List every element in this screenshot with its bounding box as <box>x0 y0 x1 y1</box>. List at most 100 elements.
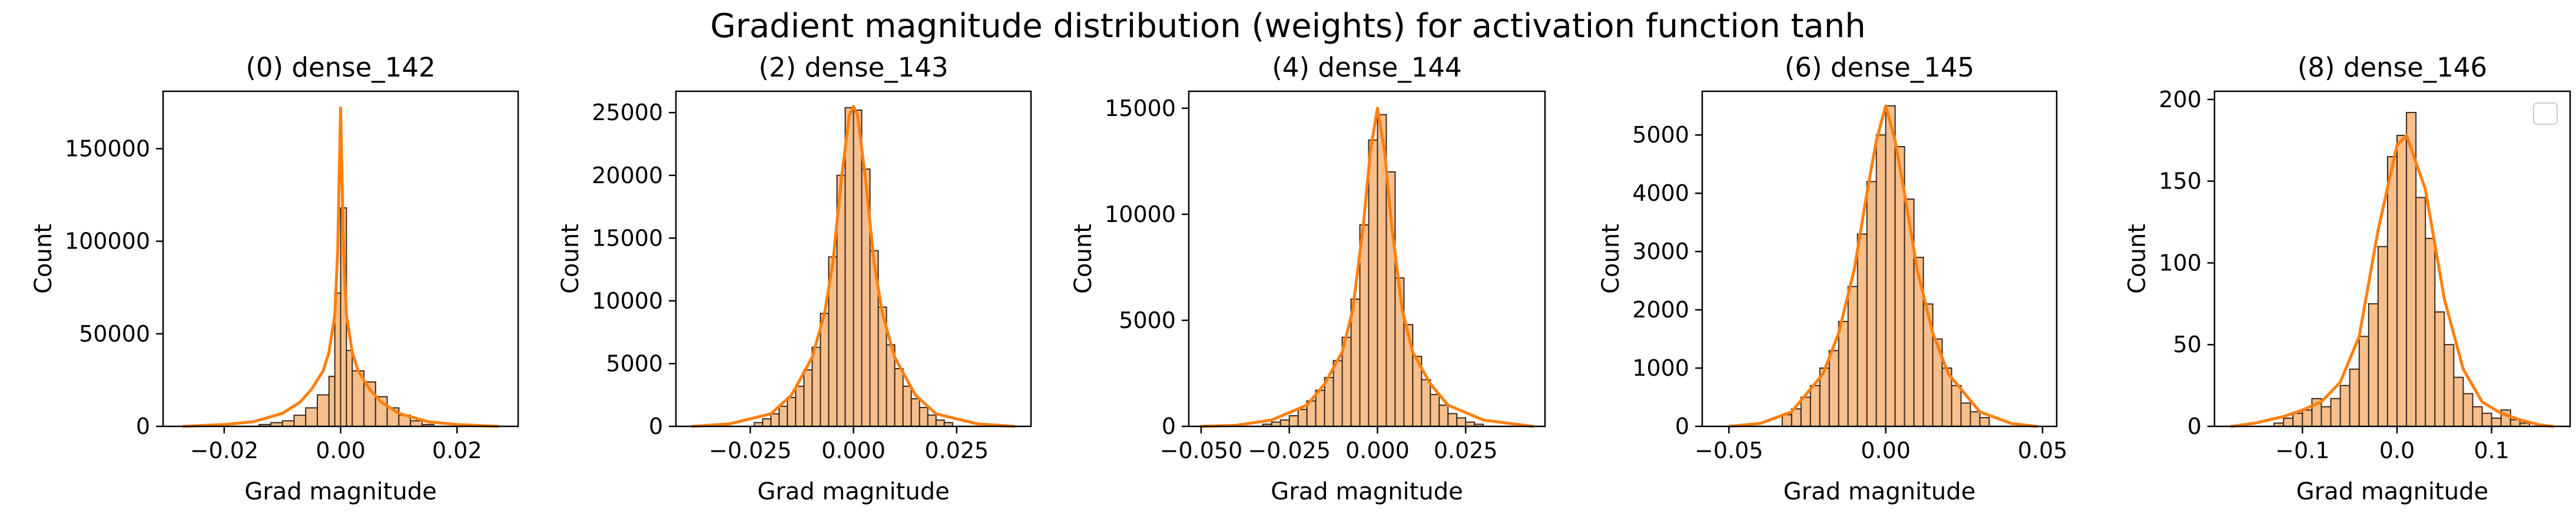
histogram-bar <box>844 107 854 427</box>
histogram-bar <box>2330 398 2341 427</box>
histogram-bar <box>2444 344 2455 427</box>
y-tick-label: 1000 <box>1632 355 1689 381</box>
histogram-bar <box>927 414 937 428</box>
histogram-bar <box>281 420 295 428</box>
histogram-bar <box>1359 224 1370 427</box>
y-tick-label: 20000 <box>592 163 663 188</box>
histogram-bar <box>1315 389 1325 428</box>
histogram-bar <box>2302 409 2313 427</box>
histogram-bar <box>902 385 912 427</box>
histogram-bar <box>2481 412 2492 427</box>
histogram-bar <box>1332 360 1343 427</box>
histogram-bar <box>2472 406 2483 428</box>
histogram-bar <box>305 407 318 427</box>
histogram-bar <box>795 385 805 427</box>
x-tick-label: 0.1 <box>2474 438 2509 463</box>
y-tick-label: 4000 <box>1632 180 1689 206</box>
x-tick-label: 0.00 <box>316 438 366 463</box>
histogram-bar <box>1421 379 1431 428</box>
y-tick-label: 2000 <box>1632 297 1689 323</box>
y-tick-label: 10000 <box>1105 201 1176 227</box>
histogram-bar <box>410 420 423 428</box>
y-tick-label: 5000 <box>1632 122 1689 148</box>
y-tick-label: 0 <box>1675 413 1689 439</box>
histogram-bar <box>762 418 772 428</box>
histogram-bar <box>1979 417 1990 427</box>
y-tick-label: 5000 <box>606 350 663 376</box>
y-tick-label: 100000 <box>65 228 150 254</box>
histogram-bar <box>1828 350 1839 427</box>
subplot-2: −0.050 −0.025 0.000 0.025 0 5000 10000 15000 (4)… <box>1070 52 1546 505</box>
histogram-bar <box>346 350 353 427</box>
y-axis-label: Count <box>2124 224 2151 294</box>
histogram-bar <box>803 369 813 427</box>
histogram-bar <box>1838 320 1849 427</box>
histogram-bar <box>2283 418 2294 427</box>
histogram-bar <box>1866 181 1877 427</box>
x-tick-label: −0.1 <box>2275 438 2329 463</box>
y-axis-label: Count <box>30 224 57 294</box>
histogram-bar <box>1781 414 1792 428</box>
kde-line <box>1727 104 2038 428</box>
histogram-bar <box>778 405 788 428</box>
histogram-bar <box>2292 412 2303 427</box>
x-axis-label: Grad magnitude <box>244 478 436 505</box>
x-tick-label: 0.05 <box>2018 438 2068 463</box>
histogram-bar <box>770 413 780 428</box>
x-tick-label: −0.050 <box>1160 438 1243 463</box>
axes-frame <box>2213 90 2571 428</box>
y-tick-label: 10000 <box>592 288 663 314</box>
x-tick-label: 0.000 <box>1345 438 1410 463</box>
x-tick-label: 0.000 <box>821 438 886 463</box>
histogram-bar <box>1856 233 1868 427</box>
subplot-title: (8) dense_146 <box>2297 52 2487 83</box>
y-tick-label: 100 <box>2159 250 2202 276</box>
subplot-4: −0.1 0.0 0.1 0 50 100 150 200 (8) dense_146 Grad … <box>2124 52 2571 505</box>
y-tick-label: 150 <box>2159 168 2202 194</box>
histogram-bar <box>1368 139 1378 428</box>
y-axis-label: Count <box>557 224 584 294</box>
histogram-bar <box>1456 417 1467 428</box>
histogram-bar <box>1847 286 1858 427</box>
x-tick-label: 0.025 <box>1434 438 1498 463</box>
x-tick-label: 0.02 <box>432 438 482 463</box>
y-tick-label: 3000 <box>1632 239 1689 264</box>
y-tick-label: 50000 <box>79 321 150 347</box>
axes-frame <box>1701 90 2058 428</box>
y-tick-label: 5000 <box>1119 307 1176 333</box>
y-tick-label: 0 <box>2187 413 2202 439</box>
x-tick-label: 0.00 <box>1861 438 1911 463</box>
y-tick-label: 15000 <box>1105 95 1176 121</box>
y-tick-label: 0 <box>1162 413 1176 439</box>
histogram-bar <box>1350 298 1361 428</box>
histogram-bar <box>1960 402 1971 427</box>
histogram-bar <box>1297 409 1308 428</box>
kde-line <box>182 106 499 428</box>
histogram-bar <box>1885 105 1896 428</box>
histogram-bar <box>919 407 929 428</box>
histogram-bar <box>2491 418 2502 427</box>
histogram-bar <box>2377 246 2388 427</box>
histogram-bar <box>1447 413 1458 428</box>
x-tick-label: −0.02 <box>190 438 258 463</box>
histogram-bar <box>1875 134 1887 427</box>
y-tick-label: 25000 <box>592 100 663 125</box>
histogram-bar <box>2425 237 2436 427</box>
histogram-bar <box>853 109 863 428</box>
histogram-bar <box>1809 385 1821 427</box>
histogram-bar <box>935 419 945 428</box>
subplot-title: (2) dense_143 <box>758 52 948 83</box>
x-axis-label: Grad magnitude <box>2296 478 2488 505</box>
x-tick-label: 0.025 <box>924 438 989 463</box>
histogram-bar <box>316 394 330 427</box>
histogram-bar <box>2358 336 2369 428</box>
histogram-bar <box>787 396 797 427</box>
y-tick-label: 200 <box>2159 87 2202 112</box>
x-tick-label: 0.0 <box>2379 438 2415 463</box>
y-tick-label: 0 <box>649 413 663 439</box>
x-tick-label: −0.025 <box>1248 438 1331 463</box>
legend-box <box>2533 102 2558 125</box>
histogram-bar <box>2339 385 2350 427</box>
kde-line <box>691 105 1016 428</box>
histogram-bar <box>1279 419 1290 428</box>
